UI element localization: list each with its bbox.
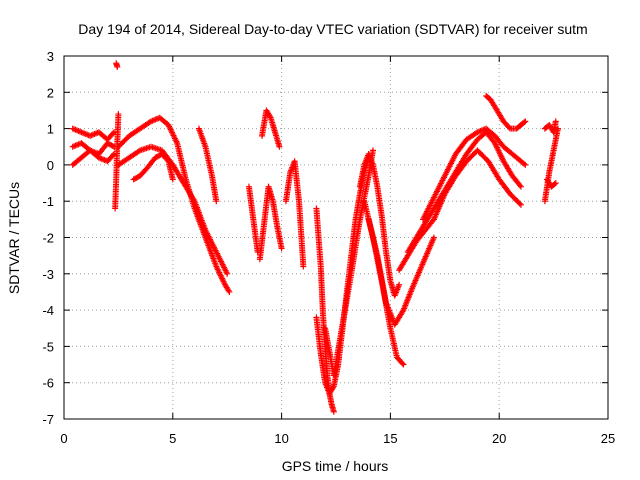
y-tick-label: 1 xyxy=(47,122,54,137)
series-track-12 xyxy=(259,107,282,149)
y-tick-label: -2 xyxy=(42,231,54,246)
series-track-19 xyxy=(366,216,437,327)
x-tick-label: 15 xyxy=(383,431,397,446)
x-tick-label: 10 xyxy=(274,431,288,446)
series-track-10 xyxy=(246,184,261,255)
scatter-chart: 0 5 10 15 20 25 -7 -6 -5 -4 -3 -2 -1 0 1 2 3 Day 194 of … xyxy=(0,0,640,480)
series-track-11 xyxy=(257,184,285,263)
y-tick-label: -3 xyxy=(42,267,54,282)
x-tick-label: 5 xyxy=(169,431,176,446)
series-track-25 xyxy=(542,118,559,135)
data-point xyxy=(331,409,337,415)
x-axis-label: GPS time / hours xyxy=(282,458,389,474)
series-track-13 xyxy=(283,158,306,269)
y-tick-label: 2 xyxy=(47,85,54,100)
series-track-5 xyxy=(113,60,120,70)
chart-container: 0 5 10 15 20 25 -7 -6 -5 -4 -3 -2 -1 0 1 2 3 Day 194 of … xyxy=(0,0,640,480)
data-points xyxy=(70,60,561,414)
x-tick-label: 25 xyxy=(601,431,615,446)
x-tick-label: 0 xyxy=(60,431,67,446)
series-track-23 xyxy=(483,93,528,132)
y-axis-label: SDTVAR / TECUs xyxy=(6,182,22,294)
x-tick-label: 20 xyxy=(492,431,506,446)
series-track-8 xyxy=(131,151,176,182)
y-tick-label: -1 xyxy=(42,194,54,209)
y-tick-label: 3 xyxy=(47,49,54,64)
y-tick-label: -4 xyxy=(42,303,54,318)
y-tick-label: -5 xyxy=(42,339,54,354)
series-track-1 xyxy=(70,126,117,143)
series-track-6 xyxy=(115,115,232,295)
y-tick-label: -6 xyxy=(42,376,54,391)
y-tick-label: -7 xyxy=(42,412,54,427)
y-tick-label: 0 xyxy=(47,158,54,173)
chart-title: Day 194 of 2014, Sidereal Day-to-day VTE… xyxy=(78,21,587,37)
series-track-9 xyxy=(196,126,219,205)
